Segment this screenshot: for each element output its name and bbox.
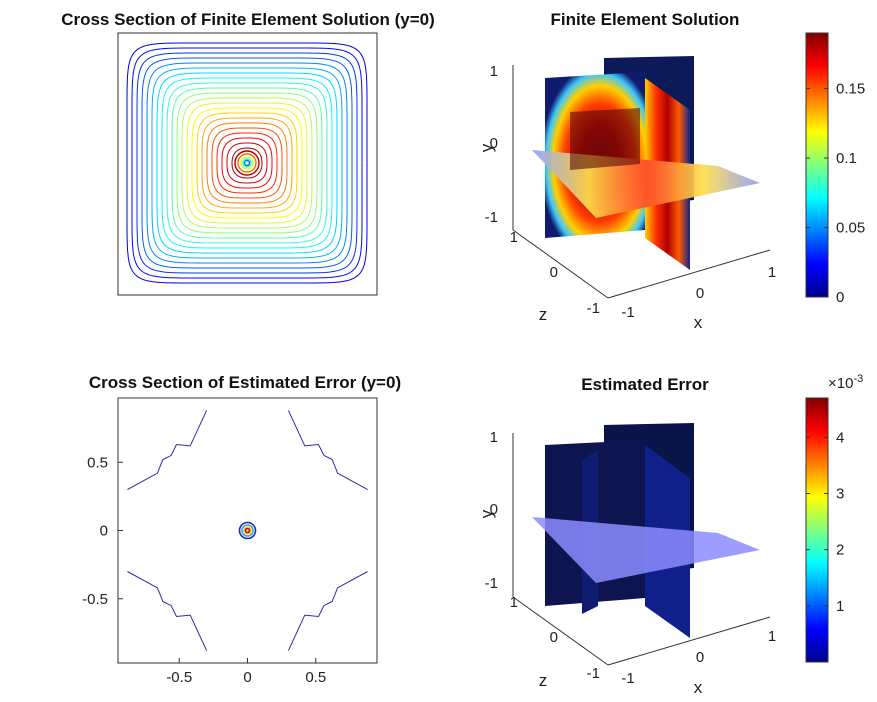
contour-singularity xyxy=(243,159,251,167)
p2-ztick-1: 1 xyxy=(510,229,518,246)
ytick-label: -0.5 xyxy=(82,591,108,608)
p2-ylabel: y xyxy=(477,143,496,152)
p4-ztick-m1: -1 xyxy=(587,665,600,682)
panel-fe-contour: Cross Section of Finite Element Solution… xyxy=(61,10,435,296)
contour-level xyxy=(206,122,288,204)
xtick-label: -0.5 xyxy=(166,669,192,686)
panel3-title: Cross Section of Estimated Error (y=0) xyxy=(89,373,401,392)
panel4-z-axis xyxy=(512,596,609,666)
colorbar-solution-ticks: 0 0.05 0.1 0.15 xyxy=(806,81,865,306)
contour-set-solution xyxy=(126,42,368,284)
error-contour-singularity xyxy=(244,527,251,534)
contour-level xyxy=(131,47,363,279)
panel4-x-axis xyxy=(607,616,771,666)
p4-ylabel: y xyxy=(477,509,496,518)
slice-z-core xyxy=(570,108,640,170)
p2-xtick-0: 0 xyxy=(696,285,704,302)
contour-level xyxy=(191,107,303,219)
cbar-tick-label: 0.1 xyxy=(836,150,857,167)
contour-level xyxy=(226,142,268,184)
contour-level xyxy=(216,132,278,194)
panel3-box xyxy=(117,397,378,664)
contour-level xyxy=(201,117,293,209)
p4-ztick-1: 1 xyxy=(510,594,518,611)
cbar-tick-label: 4 xyxy=(836,429,844,446)
p2-ytick-m1: -1 xyxy=(485,209,498,226)
p2-xtick-m1: -1 xyxy=(621,304,634,321)
contour-level xyxy=(176,92,318,234)
ytick-label: 0 xyxy=(100,523,108,540)
p2-xlabel: x xyxy=(694,313,703,332)
cbar-tick-label: 0 xyxy=(836,289,844,306)
p2-ztick-m1: -1 xyxy=(587,300,600,317)
contour-level xyxy=(231,147,263,179)
contour-level xyxy=(126,42,368,284)
error-contour-singularity xyxy=(241,524,254,537)
error-contour-singularity xyxy=(243,526,252,535)
panel4-title: Estimated Error xyxy=(581,375,709,394)
contour-level xyxy=(211,127,283,199)
p4-ytick-1: 1 xyxy=(490,429,498,446)
contour-set-error xyxy=(127,410,368,651)
slice4-y-center xyxy=(532,517,760,583)
contour-level xyxy=(146,62,348,264)
contour-level xyxy=(221,137,273,189)
panel1-title: Cross Section of Finite Element Solution… xyxy=(61,10,435,29)
error-contour-line xyxy=(287,571,368,651)
contour-level xyxy=(141,57,353,269)
error-contour-line xyxy=(287,410,368,491)
contour-level xyxy=(156,72,338,254)
p4-xtick-1: 1 xyxy=(768,628,776,645)
cbar-tick-label: 0.15 xyxy=(836,81,865,98)
p2-xtick-1: 1 xyxy=(768,264,776,281)
contour-level xyxy=(196,112,298,214)
p4-xlabel: x xyxy=(694,678,703,697)
contour-level xyxy=(171,87,323,239)
contour-singularity xyxy=(234,150,260,176)
p4-xtick-0: 0 xyxy=(696,649,704,666)
cbar-tick-label: 1 xyxy=(836,598,844,615)
contour-level xyxy=(136,52,358,274)
p2-ytick-0: 0 xyxy=(490,135,498,152)
panel-fe-slices: Finite Element Solution 1 0 -1 y 1 0 -1 … xyxy=(477,10,865,332)
colorbar-error-exponent: ×10-3 xyxy=(828,373,863,392)
contour-singularity xyxy=(242,158,252,168)
xtick-label: 0.5 xyxy=(305,669,326,686)
cbar-tick-label: 0.05 xyxy=(836,220,865,237)
panel2-x-axis xyxy=(607,249,771,299)
contour-level xyxy=(186,102,308,224)
error-contour-line xyxy=(127,410,208,491)
p4-ytick-0: 0 xyxy=(490,501,498,518)
error-contour-singularity xyxy=(238,521,257,540)
panel2-title: Finite Element Solution xyxy=(551,10,740,29)
p4-ztick-0: 0 xyxy=(550,629,558,646)
p4-xtick-m1: -1 xyxy=(621,670,634,687)
contour-level xyxy=(166,82,328,244)
cbar-tick-label: 3 xyxy=(836,485,844,502)
colorbar-solution xyxy=(805,32,829,298)
contour-singularity xyxy=(240,156,254,170)
colorbar-error-ticks: 1 2 3 4 xyxy=(806,429,844,615)
p4-zlabel: z xyxy=(539,671,548,690)
panel2-z-axis xyxy=(512,229,609,299)
contour-level xyxy=(151,67,343,259)
error-contour-line xyxy=(127,571,208,651)
contour-level xyxy=(181,97,313,229)
p2-zlabel: z xyxy=(539,305,548,324)
ytick-label: 0.5 xyxy=(87,454,108,471)
panel-error-contour: Cross Section of Estimated Error (y=0) -… xyxy=(82,373,401,686)
p2-ytick-1: 1 xyxy=(490,63,498,80)
xtick-label: 0 xyxy=(243,669,251,686)
panel-error-slices: Estimated Error 1 0 -1 y 1 0 -1 z -1 0 1… xyxy=(477,373,863,697)
colorbar-error xyxy=(805,397,829,663)
contour-level xyxy=(161,77,333,249)
cbar-tick-label: 2 xyxy=(836,542,844,559)
p4-ytick-m1: -1 xyxy=(485,575,498,592)
contour-singularity xyxy=(237,153,257,173)
panel3-ticks: -0.5 0 0.5 0.5 0 -0.5 xyxy=(82,454,326,686)
p2-ztick-0: 0 xyxy=(550,264,558,281)
